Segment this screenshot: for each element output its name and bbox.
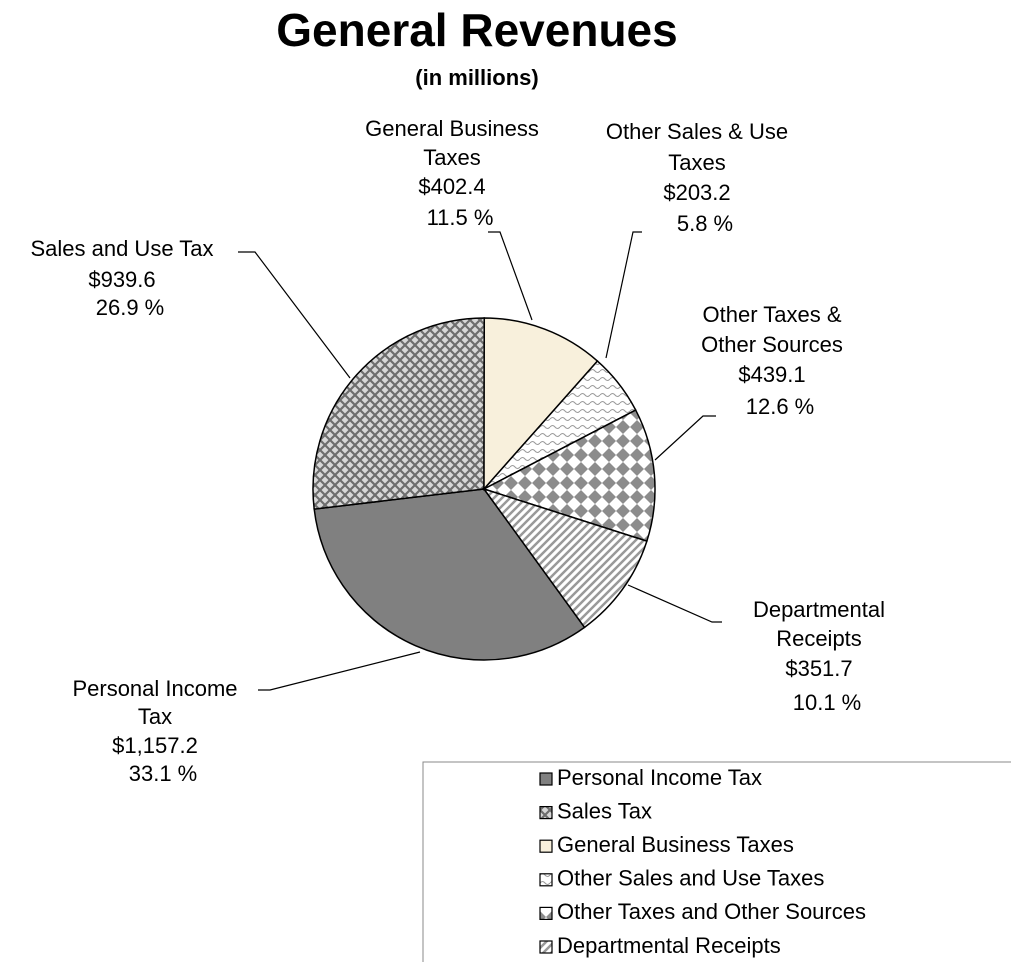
slice-label: Tax [138,704,172,729]
legend-label: Departmental Receipts [557,933,781,958]
slice-label: Departmental [753,597,885,622]
legend-swatch [539,940,553,954]
legend-label: Other Taxes and Other Sources [557,899,866,924]
leader-line [238,251,351,379]
leader-line [605,231,642,359]
value-label: $402.4 [418,174,485,199]
leader-line [258,651,421,691]
percent-label: 33.1 % [129,761,198,786]
slice-label: Taxes [668,150,725,175]
value-label: $351.7 [785,656,852,681]
leader-line [488,231,533,321]
value-label: $939.6 [88,267,155,292]
chart-title: General Revenues [276,4,677,56]
value-label: $1,157.2 [112,733,198,758]
legend-swatch [539,839,553,853]
pie-slice [312,317,486,510]
slice-label: Other Sales & Use [606,119,788,144]
percent-label: 10.1 % [793,690,862,715]
percent-label: 12.6 % [746,394,815,419]
slice-label: Sales and Use Tax [30,236,213,261]
value-label: $203.2 [663,180,730,205]
legend-label: Sales Tax [557,798,652,823]
percent-label: 11.5 % [427,205,494,230]
legend-swatch [539,906,553,921]
pie-slice [482,409,656,543]
slice-label: General Business [365,116,539,141]
slice-label: Other Taxes & [703,302,842,327]
slice-label: Personal Income [72,676,237,701]
value-label: $439.1 [738,362,805,387]
pie-slice [313,488,586,661]
percent-label: 5.8 % [677,211,733,236]
leader-line [654,415,716,461]
slice-label: Taxes [423,145,480,170]
percent-label: 26.9 % [96,295,165,320]
slice-label: Receipts [776,626,862,651]
legend-frame [422,761,1011,962]
slice-label: Other Sources [701,332,843,357]
legend-swatch [539,873,553,887]
legend-label: Other Sales and Use Taxes [557,866,824,891]
pie-slice [482,487,648,629]
leader-line [627,584,722,623]
chart-subtitle: (in millions) [415,65,538,90]
legend-swatch [539,772,553,786]
legend-label: Personal Income Tax [557,765,762,790]
pie-slice [483,317,599,491]
legend-label: General Business Taxes [557,832,794,857]
legend-swatch [539,805,553,820]
